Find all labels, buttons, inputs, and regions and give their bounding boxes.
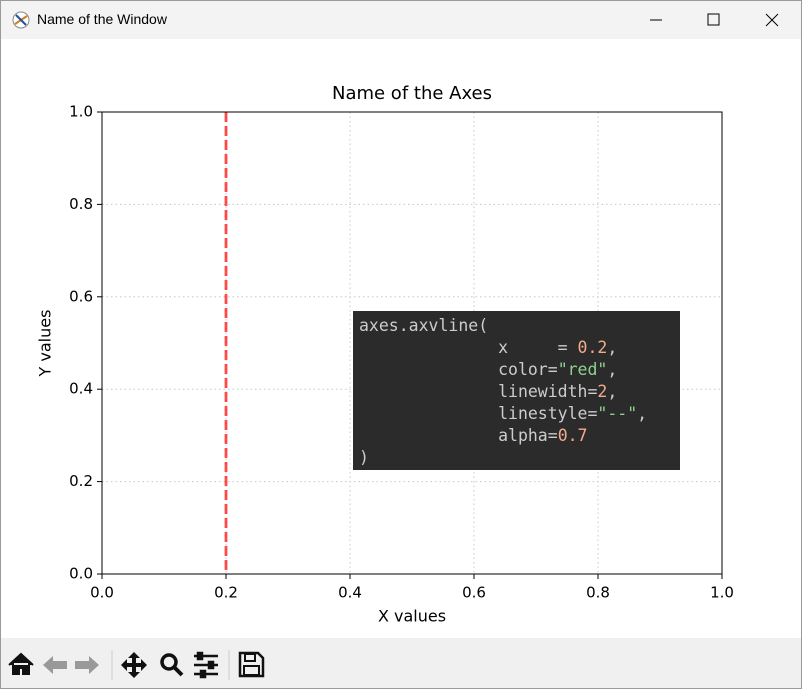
y-tick-label: 0.8 (69, 195, 93, 213)
code-token: , (607, 382, 617, 401)
code-token: ) (359, 448, 369, 467)
code-token: linestyle= (359, 404, 597, 423)
maximize-button[interactable] (707, 13, 720, 26)
home-button[interactable] (8, 652, 34, 675)
code-line: alpha=0.7 (359, 426, 588, 445)
code-line: linestyle="--", (359, 404, 647, 423)
x-tick-label: 0.0 (90, 584, 114, 602)
back-button[interactable] (43, 656, 67, 674)
code-token: linewidth= (359, 382, 597, 401)
configure-button[interactable] (194, 651, 218, 679)
x-axis-label: X values (378, 607, 446, 626)
code-token: "--" (597, 404, 637, 423)
x-tick-label: 0.8 (586, 584, 610, 602)
toolbar (1, 638, 801, 688)
code-token: 2 (597, 382, 607, 401)
code-token: axes.axvline( (359, 316, 488, 335)
x-tick-label: 0.6 (462, 584, 486, 602)
save-button[interactable] (238, 651, 265, 678)
zoom-button[interactable] (160, 653, 184, 677)
y-tick-label: 1.0 (69, 103, 93, 121)
x-tick-label: 0.2 (214, 584, 238, 602)
close-button[interactable] (765, 13, 779, 27)
code-line: linewidth=2, (359, 382, 617, 401)
code-token: 0.7 (558, 426, 588, 445)
code-token: "red" (558, 360, 608, 379)
code-token: , (637, 404, 647, 423)
code-token: color= (359, 360, 558, 379)
figure: Name of the Axes X values Y values 0.0 0.… (36, 83, 734, 626)
x-tick-label: 0.4 (338, 584, 362, 602)
x-tick-label: 1.0 (710, 584, 734, 602)
code-line: axes.axvline( (359, 316, 488, 335)
title-bar: Name of the Window (1, 1, 801, 39)
window-controls (650, 13, 779, 27)
code-line: ) (359, 448, 369, 467)
y-tick-label: 0.6 (69, 287, 93, 305)
code-token: , (607, 338, 617, 357)
code-token: , (607, 360, 617, 379)
code-token: alpha= (359, 426, 558, 445)
y-tick-label: 0.4 (69, 380, 93, 398)
toolbar-icons (8, 650, 265, 680)
annotation-box (353, 311, 680, 470)
axes-frame (101, 111, 723, 575)
code-line: color="red", (359, 360, 617, 379)
y-tick-label: 0.0 (69, 565, 93, 583)
window-title: Name of the Window (37, 11, 167, 27)
code-token: x = (359, 338, 578, 357)
forward-button[interactable] (75, 656, 99, 674)
chart-title: Name of the Axes (332, 83, 492, 104)
app-icon (12, 11, 30, 29)
pan-button[interactable] (121, 652, 147, 678)
y-axis-label: Y values (36, 310, 55, 378)
code-line: x = 0.2, (359, 338, 617, 357)
code-token: 0.2 (578, 338, 608, 357)
y-tick-label: 0.2 (69, 472, 93, 490)
